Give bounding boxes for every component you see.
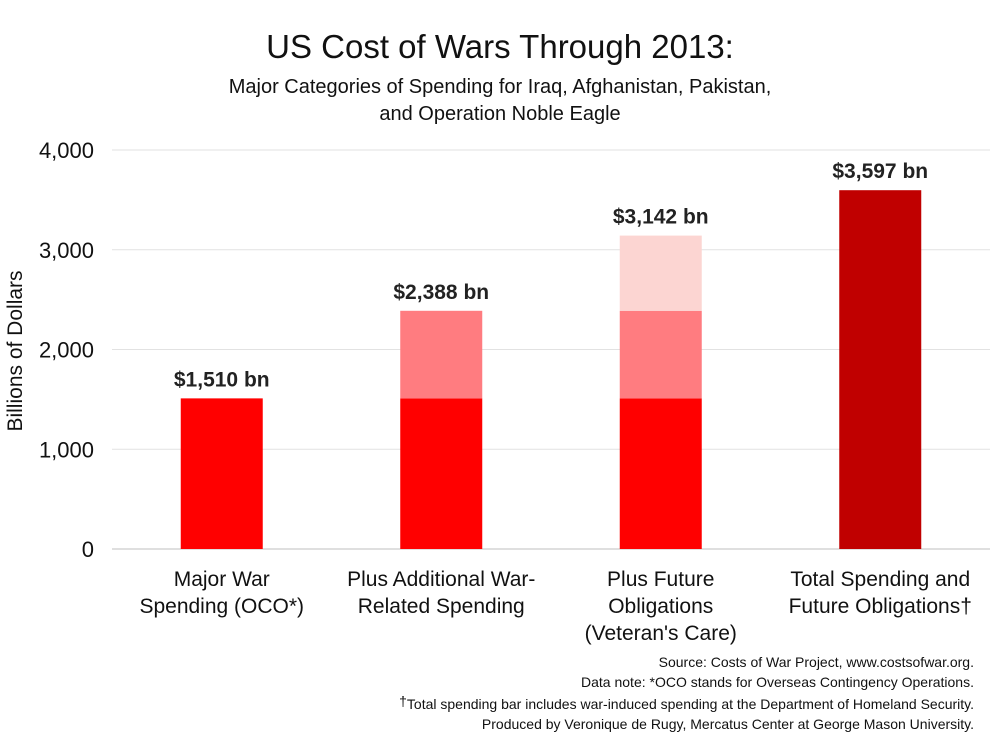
y-tick-label: 3,000 — [39, 238, 94, 263]
category-label-line: Spending (OCO*) — [139, 595, 304, 618]
dagger-mark: † — [399, 693, 407, 709]
chart-title: US Cost of Wars Through 2013: — [266, 28, 734, 65]
y-axis-tick-labels: 0 1,000 2,000 3,000 4,000 — [39, 138, 94, 562]
data-note: Data note: *OCO stands for Overseas Cont… — [581, 673, 974, 690]
y-tick-label: 0 — [82, 537, 94, 562]
bar-segment — [619, 235, 702, 311]
subtitle-line-1: Major Categories of Spending for Iraq, A… — [228, 76, 772, 98]
y-axis-label: Billions of Dollars — [4, 270, 27, 431]
total-spending-note: †Total spending bar includes war-induced… — [399, 692, 974, 715]
category-label-line: Total Spending and — [790, 568, 970, 591]
source-note: Source: Costs of War Project, www.costso… — [658, 654, 974, 670]
chart-subtitle: Major Categories of Spending for Iraq, A… — [0, 74, 1000, 128]
subtitle-line-2: and Operation Noble Eagle — [379, 103, 621, 125]
chart-notes: Source: Costs of War Project, www.costso… — [399, 653, 974, 734]
bar-segment — [619, 398, 702, 549]
category-label: Total Spending and Future Obligations† — [789, 568, 972, 618]
category-label-line: Future Obligations† — [789, 595, 972, 618]
category-label: Plus Additional War- Related Spending — [347, 568, 535, 618]
bar-segment — [619, 310, 702, 399]
category-label-line: Major War — [174, 568, 270, 591]
y-tick-label: 1,000 — [39, 437, 94, 462]
bar-segment — [839, 190, 922, 549]
category-label-line: Plus Additional War- — [347, 568, 535, 591]
category-label: Major War Spending (OCO*) — [139, 568, 304, 618]
bars — [180, 190, 922, 549]
bar-segment — [400, 398, 483, 549]
total-spending-note-text: Total spending bar includes war-induced … — [406, 696, 974, 712]
category-labels: Major War Spending (OCO*) Plus Additional … — [139, 568, 971, 645]
category-label-line: (Veteran's Care) — [585, 622, 737, 645]
y-tick-label: 2,000 — [39, 338, 94, 363]
produced-by-note: Produced by Veronique de Rugy, Mercatus … — [481, 715, 974, 732]
category-label-line: Plus Future — [607, 568, 714, 591]
category-label: Plus Future Obligations (Veteran's Care) — [585, 568, 737, 645]
bar-value-label: $1,510 bn — [174, 368, 270, 391]
bar-segment — [400, 310, 483, 399]
bar-value-label: $2,388 bn — [393, 281, 489, 304]
bar-value-label: $3,597 bn — [832, 160, 928, 183]
bar-value-labels: $1,510 bn $2,388 bn $3,142 bn $3,597 bn — [174, 160, 928, 391]
bar-value-label: $3,142 bn — [613, 206, 709, 229]
bar-segment — [180, 398, 263, 549]
category-label-line: Related Spending — [358, 595, 525, 618]
y-tick-label: 4,000 — [39, 138, 94, 163]
category-label-line: Obligations — [608, 595, 713, 618]
